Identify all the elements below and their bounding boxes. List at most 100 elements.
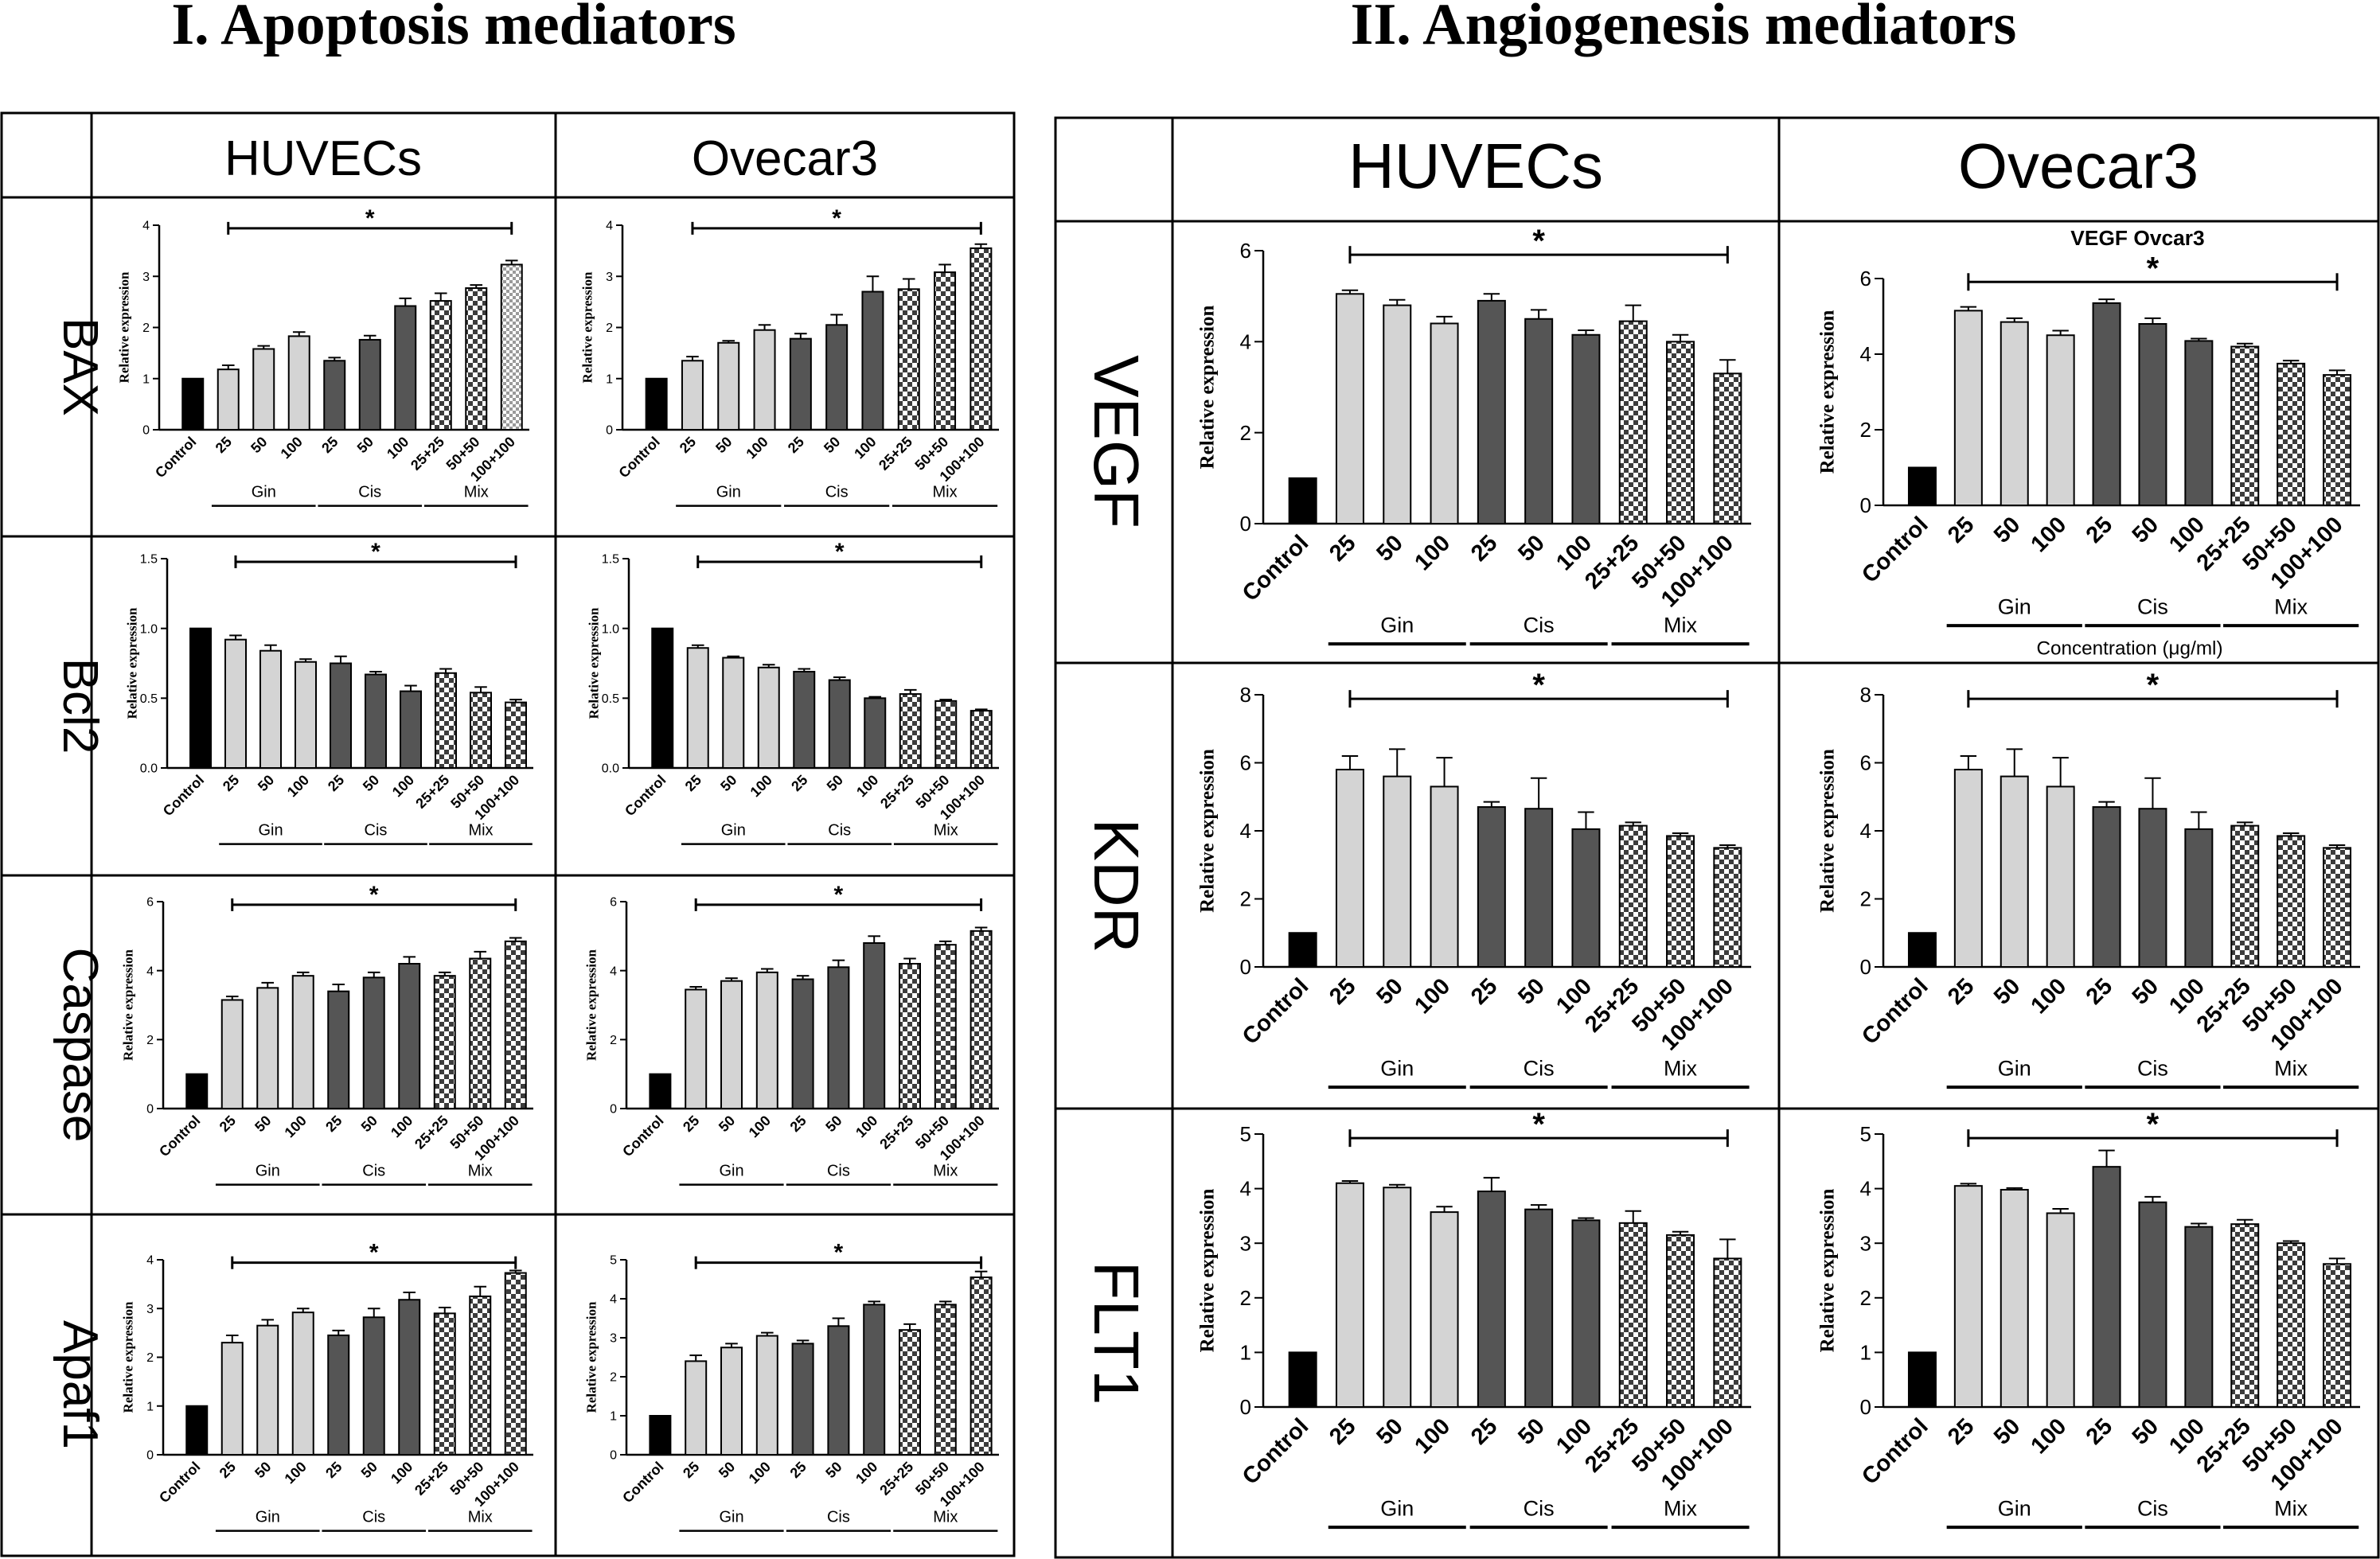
x-tick-label-2: 50 [248, 434, 270, 456]
x-tick-label-4: 25 [2082, 512, 2117, 548]
bar-0 [649, 1415, 672, 1456]
left-col-header-huvecs: HUVECs [224, 131, 422, 186]
row-label-vegf: VEGF [1081, 355, 1152, 528]
y-tick-label: 2 [146, 1034, 154, 1047]
group-label-cis: Cis [1524, 613, 1555, 637]
bar-3 [755, 971, 778, 1110]
significance-star: * [832, 205, 841, 232]
bar-5 [828, 679, 851, 769]
y-tick-label: 0 [146, 1449, 154, 1463]
y-tick-label: 2 [610, 1371, 617, 1385]
x-tick-label-3: 100 [2026, 973, 2071, 1019]
panel-title: VEGF Ovcar3 [2070, 226, 2204, 250]
x-tick-label-2: 50 [1989, 973, 2025, 1009]
bar-5 [365, 673, 387, 770]
group-label-cis: Cis [1524, 1496, 1555, 1520]
x-tick-label-4: 25 [325, 772, 347, 794]
bar-4 [330, 662, 352, 769]
bar-6 [864, 697, 887, 769]
x-tick-label-1: 25 [677, 434, 699, 456]
bar-5 [2138, 323, 2167, 506]
y-axis-label: Relative expression [117, 271, 132, 383]
bar-0 [189, 627, 212, 770]
y-tick-label: 1 [146, 1400, 154, 1413]
bar-7 [433, 1312, 456, 1456]
bar-0 [651, 627, 674, 770]
title-apoptosis: I. Apoptosis mediators [171, 0, 735, 57]
bar-0 [1288, 1351, 1317, 1409]
y-tick-label: 1.5 [140, 553, 158, 567]
x-tick-label-1: 25 [213, 434, 235, 456]
x-tick-label-3: 100 [284, 772, 312, 800]
bar-6 [2184, 340, 2214, 506]
bar-4 [1477, 299, 1506, 524]
bar-0 [185, 1405, 209, 1456]
group-label-gin: Gin [1380, 613, 1414, 637]
bar-0 [649, 1073, 672, 1109]
group-label-mix: Mix [2274, 1056, 2308, 1080]
bar-6 [398, 1299, 421, 1456]
y-tick-label: 2 [1860, 1286, 1871, 1310]
group-label-gin: Gin [256, 1163, 280, 1180]
right-col-header-huvecs: HUVECs [1348, 131, 1603, 201]
group-label-cis: Cis [2137, 1496, 2168, 1520]
x-tick-label-2: 50 [1989, 512, 2025, 548]
x-tick-label-7: 25+25 [1580, 1413, 1644, 1477]
x-tick-label-2: 50 [1371, 1413, 1407, 1449]
y-tick-label: 2 [1240, 1286, 1251, 1310]
y-tick-label: 5 [1240, 1122, 1251, 1146]
bar-5 [825, 324, 849, 431]
y-tick-label: 0 [142, 424, 150, 438]
x-tick-label-7: 25+25 [1580, 530, 1644, 594]
x-tick-label-1: 25 [682, 772, 704, 794]
y-tick-label: 6 [1860, 751, 1871, 775]
bar-0 [181, 377, 205, 431]
bar-4 [2092, 302, 2121, 506]
x-tick-label-7: 25+25 [408, 434, 447, 474]
bar-3 [1430, 1211, 1459, 1409]
x-tick-label-2: 50 [1371, 530, 1407, 566]
x-tick-label-1: 25 [220, 772, 242, 794]
x-tick-label-6: 100 [853, 772, 881, 800]
x-tick-label-0: Control [1238, 973, 1314, 1050]
bar-7 [1618, 824, 1648, 969]
bar-6 [863, 1304, 886, 1456]
x-tick-label-6: 100 [388, 1113, 416, 1140]
x-tick-label-7: 25+25 [877, 772, 917, 812]
x-tick-label-3: 100 [746, 1459, 774, 1487]
bar-5 [362, 1316, 385, 1456]
title-angiogenesis: II. Angiogenesis mediators [1351, 0, 2017, 57]
group-label-mix: Mix [1664, 1056, 1697, 1080]
x-tick-label-2: 50 [255, 772, 277, 794]
x-tick-label-7: 25+25 [876, 434, 915, 474]
x-tick-label-1: 25 [680, 1113, 702, 1135]
bar-8 [2277, 835, 2306, 968]
x-tick-label-4: 25 [787, 1113, 810, 1135]
bar-1 [1335, 1182, 1364, 1408]
significance-star: * [2147, 668, 2160, 703]
y-tick-label: 0 [146, 1103, 154, 1117]
group-label-gin: Gin [719, 1163, 743, 1180]
group-label-cis: Cis [827, 1509, 850, 1526]
x-tick-label-0: Control [619, 1459, 666, 1506]
x-tick-label-5: 50 [1513, 1413, 1549, 1449]
bar-5 [2138, 1201, 2167, 1408]
bar-9 [970, 710, 993, 770]
y-tick-label: 2 [1860, 887, 1871, 911]
bar-3 [2046, 1212, 2075, 1408]
bar-9 [970, 1276, 993, 1456]
bar-2 [256, 1324, 279, 1456]
group-label-mix: Mix [468, 1509, 493, 1526]
y-tick-label: 4 [142, 220, 150, 233]
y-tick-label: 1 [606, 372, 613, 386]
y-tick-label: 4 [146, 965, 154, 978]
bar-4 [791, 1343, 814, 1456]
x-tick-label-4: 25 [1466, 1413, 1502, 1449]
x-tick-label-3: 100 [2026, 1413, 2071, 1459]
y-tick-label: 5 [1860, 1122, 1871, 1146]
